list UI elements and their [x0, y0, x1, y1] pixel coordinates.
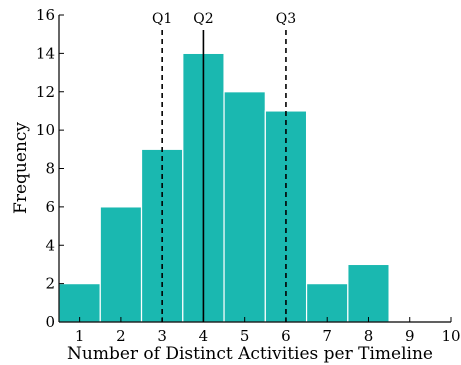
y-tick-label: 16: [36, 6, 55, 24]
quartile-label-q3: Q3: [276, 11, 296, 27]
y-tick-label: 2: [45, 275, 55, 293]
x-axis-label: Number of Distinct Activities per Timeli…: [67, 344, 433, 364]
x-tick-label: 10: [441, 327, 460, 345]
y-tick-label: 6: [45, 198, 55, 216]
histogram-bar-8: [347, 263, 390, 323]
x-tick-label: 4: [199, 327, 209, 345]
y-tick-label: 4: [45, 236, 55, 254]
quartile-label-q1: Q1: [152, 11, 172, 27]
histogram-bar-5: [223, 91, 266, 323]
y-axis-label: Frequency: [11, 122, 31, 214]
x-tick-label: 2: [116, 327, 126, 345]
quartile-label-q2: Q2: [193, 11, 213, 27]
x-tick-label: 9: [405, 327, 415, 345]
histogram-bar-6: [264, 110, 308, 323]
x-tick-label: 7: [322, 327, 332, 345]
x-ticks-group: 1 2 3 4 5 6 7 8 9 10: [75, 317, 461, 345]
quartile-lines-group: Q1 Q2 Q3: [152, 11, 296, 322]
x-tick-label: 3: [157, 327, 167, 345]
y-tick-label: 0: [45, 313, 55, 331]
histogram-bar-1: [58, 283, 101, 323]
x-tick-label: 5: [240, 327, 250, 345]
x-tick-label: 6: [281, 327, 291, 345]
y-tick-label: 12: [36, 83, 55, 101]
histogram-bar-7: [305, 283, 349, 323]
y-tick-label: 10: [36, 121, 55, 139]
bars-group: [58, 52, 390, 323]
x-tick-label: 8: [364, 327, 374, 345]
x-tick-label: 1: [75, 327, 85, 345]
y-ticks-group: 0 2 4 6 8 10 12 14 16: [36, 6, 64, 331]
histogram-bar-2: [99, 206, 143, 323]
y-tick-label: 8: [45, 160, 55, 178]
y-tick-label: 14: [36, 44, 55, 62]
